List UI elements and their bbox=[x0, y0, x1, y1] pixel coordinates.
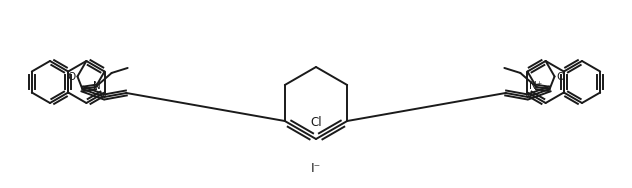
Text: Cl: Cl bbox=[310, 116, 322, 129]
Text: I⁻: I⁻ bbox=[311, 161, 321, 174]
Text: N⁺: N⁺ bbox=[529, 81, 542, 91]
Text: N: N bbox=[93, 81, 100, 91]
Text: O: O bbox=[68, 72, 76, 83]
Text: O: O bbox=[556, 72, 564, 83]
